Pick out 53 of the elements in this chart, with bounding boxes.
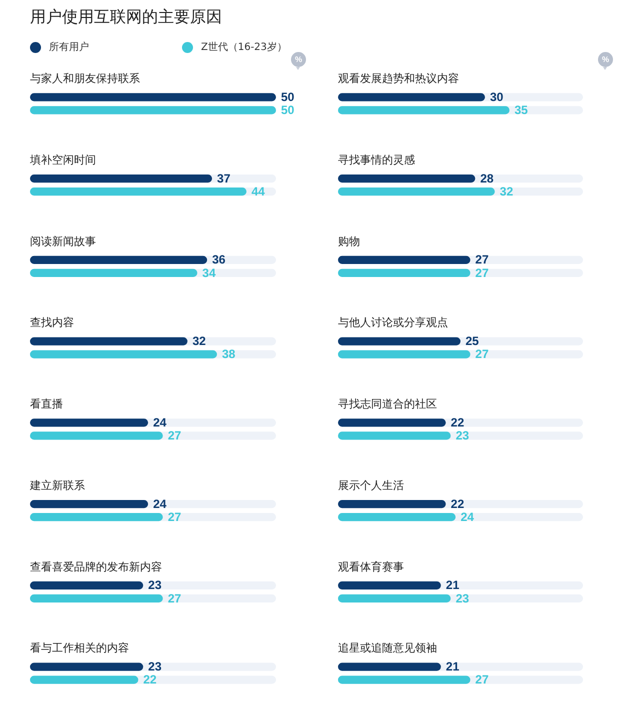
y-tick-label: 寻找志同道合的社区 <box>338 398 437 411</box>
data-label: 27 <box>475 266 489 280</box>
data-label: 27 <box>475 672 489 687</box>
y-tick-label: 购物 <box>338 234 360 248</box>
y-tick-label: 观看发展趋势和热议内容 <box>338 72 459 86</box>
data-label: 50 <box>281 90 295 104</box>
legend-label: Z世代（16-23岁） <box>201 40 287 54</box>
data-label: 21 <box>446 660 460 674</box>
data-label: 38 <box>222 347 236 362</box>
data-label: 23 <box>148 660 162 674</box>
data-label: 23 <box>148 578 162 592</box>
y-tick-label: 与他人讨论或分享观点 <box>338 316 448 330</box>
data-label: 27 <box>475 252 489 267</box>
y-tick-label: 看直播 <box>30 398 63 411</box>
data-label: 21 <box>446 578 460 592</box>
y-tick-label: 与家人和朋友保持联系 <box>30 72 140 86</box>
data-label: 27 <box>475 347 489 362</box>
y-tick-label: 建立新联系 <box>29 478 85 492</box>
text: % <box>598 52 613 67</box>
data-label: 37 <box>217 171 231 186</box>
data-label: 22 <box>450 496 464 511</box>
data-label: 22 <box>143 672 157 687</box>
y-tick-label: 填补空闲时间 <box>29 153 96 166</box>
data-label: 36 <box>212 252 226 267</box>
y-tick-label: 查看喜爱品牌的发布新内容 <box>30 560 162 574</box>
y-tick-label: 查找内容 <box>30 316 74 330</box>
text: % <box>291 52 306 67</box>
data-label: 24 <box>153 415 167 430</box>
data-label: 23 <box>456 591 470 606</box>
y-tick-label: 寻找事情的灵感 <box>338 153 415 166</box>
data-label: 34 <box>202 266 216 280</box>
data-label: 44 <box>251 184 266 198</box>
data-label: 23 <box>456 428 470 443</box>
y-tick-label: 展示个人生活 <box>338 478 404 492</box>
data-label: 28 <box>480 171 494 186</box>
y-tick-label: 观看体育赛事 <box>338 560 404 574</box>
data-label: 35 <box>514 103 528 118</box>
data-label: 32 <box>192 334 206 348</box>
data-label: 27 <box>168 591 182 606</box>
y-tick-label: 追星或追随意见领袖 <box>338 642 437 655</box>
data-label: 22 <box>450 415 464 430</box>
legend-label: 所有用户 <box>49 40 89 54</box>
y-tick-label: 阅读新闻故事 <box>30 234 96 248</box>
data-label: 32 <box>500 184 514 198</box>
data-label: 27 <box>168 428 182 443</box>
data-label: 30 <box>490 90 504 104</box>
chart-title: 用户使用互联网的主要原因 <box>30 7 222 28</box>
data-label: 25 <box>466 334 480 348</box>
data-label: 27 <box>168 510 182 524</box>
data-label: 24 <box>460 510 474 524</box>
data-label: 50 <box>281 103 295 118</box>
data-label: 24 <box>153 496 167 511</box>
y-tick-label: 看与工作相关的内容 <box>30 642 129 655</box>
